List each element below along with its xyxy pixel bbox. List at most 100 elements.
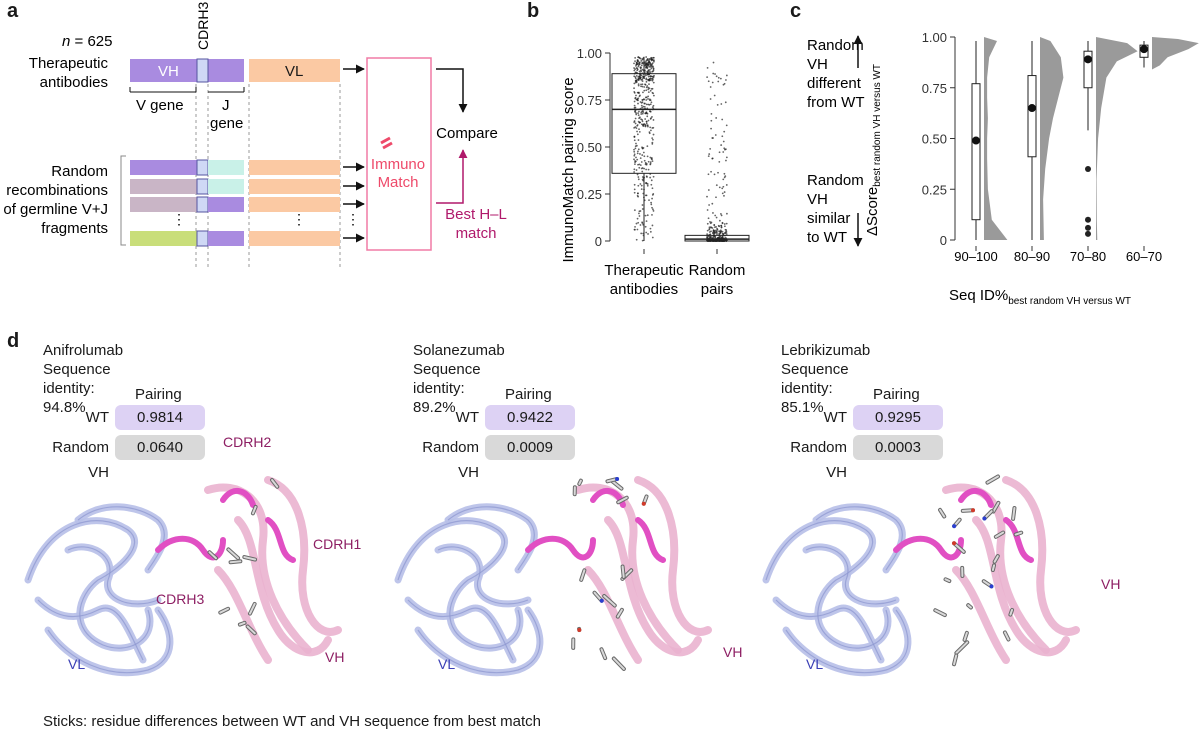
b-point bbox=[636, 228, 639, 231]
b-point bbox=[647, 62, 650, 64]
b-point bbox=[636, 152, 639, 155]
b-point bbox=[649, 156, 652, 159]
random-vh-label: Random VH bbox=[422, 439, 479, 481]
wt-score: 0.9814 bbox=[115, 405, 205, 430]
b-point bbox=[647, 160, 650, 163]
c-annot-top: VH bbox=[807, 56, 828, 73]
b-point bbox=[651, 63, 653, 66]
b-point bbox=[709, 220, 711, 223]
best-to-compare-arrow bbox=[436, 149, 468, 204]
sequence-identity: Sequence identity: 85.1% bbox=[781, 361, 849, 416]
b-point bbox=[713, 94, 716, 97]
structure-label-cdrh2: CDRH2 bbox=[223, 434, 272, 450]
b-point bbox=[649, 89, 652, 92]
b-point bbox=[637, 62, 640, 65]
b-point bbox=[652, 70, 654, 73]
b-point bbox=[709, 98, 712, 100]
b-point bbox=[640, 188, 643, 191]
b-point bbox=[633, 150, 636, 153]
b-point bbox=[633, 100, 636, 103]
c-annot-bottom: VH bbox=[807, 191, 828, 208]
b-point bbox=[644, 163, 647, 166]
b-point bbox=[643, 86, 646, 88]
b-point bbox=[643, 155, 646, 158]
b-point bbox=[646, 125, 649, 128]
b-point bbox=[724, 228, 727, 231]
b-point bbox=[647, 91, 650, 94]
random-label-2: recombinations bbox=[6, 182, 108, 199]
b-point bbox=[711, 157, 714, 160]
b-point bbox=[645, 122, 648, 125]
b-point bbox=[713, 226, 716, 228]
b-point bbox=[633, 153, 636, 156]
b-point bbox=[633, 106, 636, 109]
b-point bbox=[649, 227, 652, 230]
b-point bbox=[636, 217, 639, 220]
b-point bbox=[635, 169, 638, 171]
b-point bbox=[651, 194, 654, 196]
b-point bbox=[714, 134, 717, 136]
b-point bbox=[717, 76, 720, 79]
sequence-identity: Sequence identity: 89.2% bbox=[413, 361, 481, 416]
c-category-label: 60–70 bbox=[1126, 249, 1162, 264]
b-category-label: antibodies bbox=[610, 281, 678, 298]
c-outlier bbox=[1085, 165, 1091, 172]
b-point bbox=[640, 113, 643, 115]
b-point bbox=[641, 112, 644, 115]
b-point bbox=[641, 85, 644, 88]
b-point bbox=[714, 73, 716, 75]
b-point bbox=[633, 87, 635, 90]
c-box bbox=[971, 83, 981, 221]
b-ytick-label: 0.75 bbox=[577, 93, 602, 108]
b-point bbox=[711, 137, 714, 139]
b-point bbox=[652, 56, 655, 59]
b-point bbox=[636, 124, 639, 126]
c-mean-point bbox=[1140, 45, 1148, 54]
b-point bbox=[639, 224, 642, 226]
b-point bbox=[639, 69, 642, 72]
b-point bbox=[652, 81, 655, 84]
b-point bbox=[646, 214, 649, 217]
b-point bbox=[645, 59, 648, 62]
c-ytick-label: 0.75 bbox=[922, 81, 947, 96]
b-point bbox=[649, 162, 652, 165]
b-point bbox=[644, 182, 647, 185]
therapeutic-label-2: antibodies bbox=[40, 74, 108, 91]
n-label: n = 625 bbox=[62, 33, 112, 50]
b-point bbox=[724, 148, 727, 151]
b-point bbox=[706, 229, 709, 232]
c-annot-top: Random bbox=[807, 37, 864, 54]
b-point bbox=[644, 96, 647, 99]
b-point bbox=[633, 104, 636, 107]
b-point bbox=[652, 208, 654, 211]
b-point bbox=[722, 140, 725, 143]
b-point bbox=[653, 60, 655, 63]
b-point bbox=[641, 204, 644, 206]
b-point bbox=[715, 184, 718, 187]
c-annot-bottom: similar bbox=[807, 210, 850, 227]
b-point bbox=[638, 121, 641, 124]
c-category-label: 70–80 bbox=[1070, 249, 1106, 264]
b-point bbox=[712, 236, 715, 239]
b-point bbox=[724, 232, 727, 234]
b-point bbox=[647, 88, 650, 91]
b-point bbox=[718, 160, 721, 163]
b-point bbox=[638, 95, 641, 98]
b-point bbox=[636, 98, 639, 101]
cdrh3-box bbox=[196, 58, 209, 83]
b-point bbox=[633, 91, 636, 94]
c-mean-point bbox=[1084, 55, 1092, 64]
b-point bbox=[723, 172, 726, 175]
b-point bbox=[636, 59, 639, 62]
vh-ribbon bbox=[264, 476, 342, 636]
b-point bbox=[651, 224, 654, 227]
b-point bbox=[719, 231, 722, 234]
b-point bbox=[635, 156, 637, 159]
b-point bbox=[633, 148, 635, 151]
b-point bbox=[648, 131, 651, 134]
vl-bar-label: VL bbox=[285, 63, 303, 80]
protein-structure-illustration bbox=[762, 474, 1080, 677]
vh-ribbon bbox=[214, 566, 272, 664]
b-point bbox=[707, 80, 710, 83]
b-point bbox=[720, 224, 723, 227]
